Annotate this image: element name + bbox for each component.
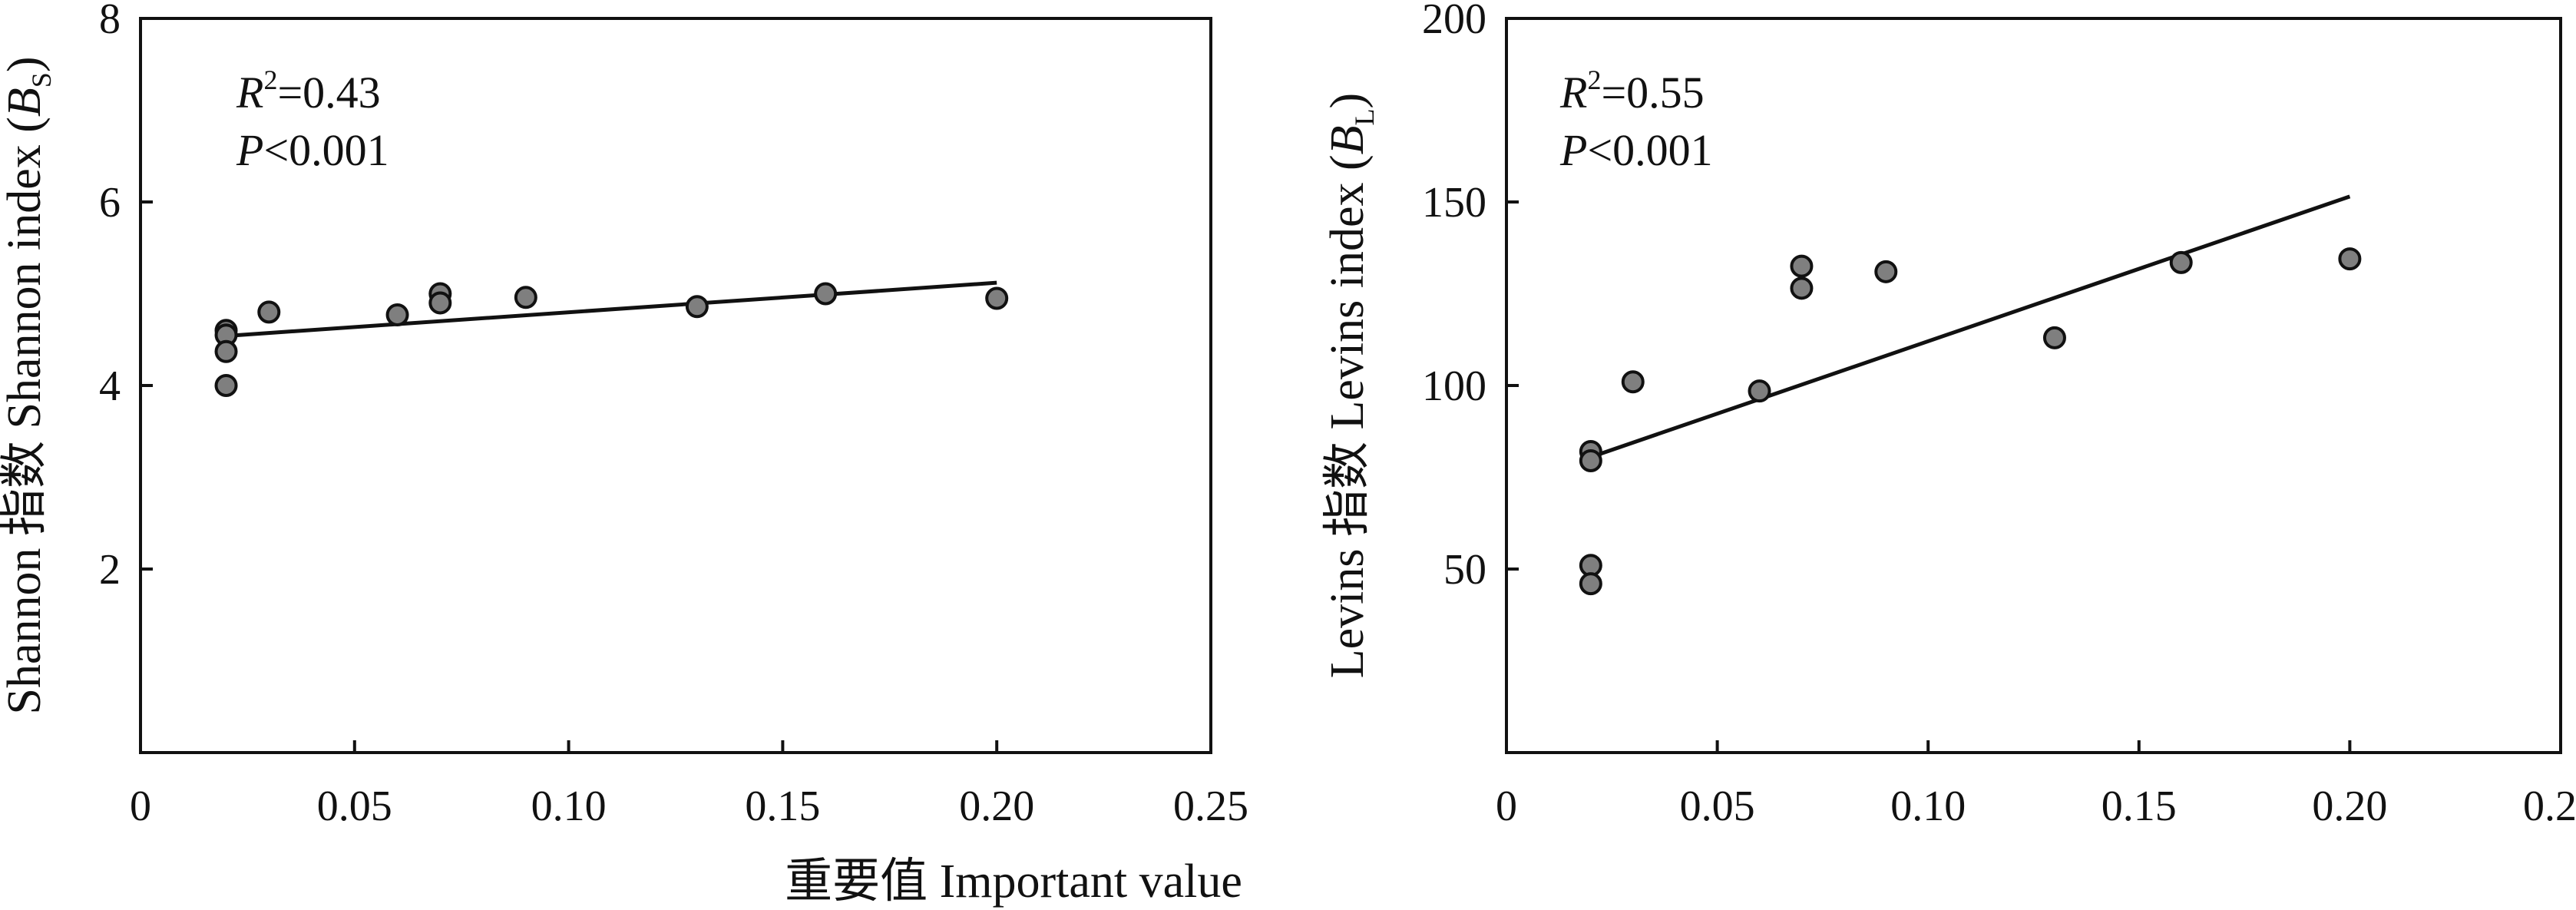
p-value-annotation: P<0.001 <box>1559 125 1713 175</box>
r-squared-symbol: R <box>1559 68 1587 117</box>
y-axis-label: Levins 指数 Levins index (BL) <box>1321 93 1380 678</box>
x-tick-label: 0.05 <box>1680 783 1755 830</box>
p-value-symbol: P <box>236 125 263 175</box>
y-tick-label: 4 <box>99 362 121 410</box>
x-tick-label: 0.10 <box>531 783 607 830</box>
y-tick-label: 100 <box>1422 362 1486 410</box>
data-point <box>814 282 838 306</box>
y-axis-label-subscript: S <box>26 72 57 88</box>
r-squared-superscript: 2 <box>1587 65 1601 95</box>
p-value-symbol: P <box>1559 125 1587 175</box>
x-tick-label: 0.10 <box>1890 783 1966 830</box>
x-tick-label: 0.25 <box>2523 783 2576 830</box>
x-tick-label: 0.15 <box>2101 783 2177 830</box>
y-axis-label-text: Shannon 指数 Shannon index ( <box>0 117 51 714</box>
data-point <box>1579 448 1602 472</box>
data-point <box>2042 326 2066 349</box>
data-point <box>214 339 238 363</box>
right-panel-levins: 0 0.05 0.10 0.15 0.20 0.25 50 100 150 200 Levins 指… <box>1321 0 2576 830</box>
data-point <box>2338 247 2362 271</box>
y-axis-label: Shannon 指数 Shannon index (BS) <box>0 57 57 715</box>
r-squared-annotation: R2=0.55 <box>1559 65 1705 117</box>
left-panel-shannon: 0 0.05 0.10 0.15 0.20 0.25 2 4 6 8 Shannon 指数 Shan… <box>0 0 1248 830</box>
data-point <box>1579 572 1602 596</box>
y-axis-label-symbol: B <box>0 88 51 117</box>
y-tick-label: 200 <box>1422 0 1486 43</box>
shared-x-axis-label: 重要值 Important value <box>785 855 1242 908</box>
r-squared-value: =0.43 <box>277 68 380 117</box>
data-point <box>2169 250 2193 274</box>
data-point <box>385 303 409 326</box>
regression-line <box>226 280 997 338</box>
r-squared-superscript: 2 <box>263 65 277 95</box>
y-tick-label: 150 <box>1422 179 1486 227</box>
x-tick-label: 0.05 <box>317 783 392 830</box>
data-point <box>514 286 537 309</box>
y-axis-label-close: ) <box>0 57 51 73</box>
regression-line <box>1590 194 2351 459</box>
data-point <box>985 286 1009 310</box>
x-tick-label: 0.20 <box>959 783 1034 830</box>
data-point <box>1621 370 1645 394</box>
y-axis-label-symbol: B <box>1321 125 1374 154</box>
data-point <box>1748 379 1771 403</box>
y-tick-label: 6 <box>99 179 121 227</box>
p-value-value: <0.001 <box>263 125 389 175</box>
data-point <box>685 295 709 319</box>
y-axis-label-subscript: L <box>1349 108 1380 125</box>
x-tick-label: 0.20 <box>2312 783 2387 830</box>
x-tick-label: 0 <box>1496 783 1517 830</box>
y-tick-label: 2 <box>99 546 121 594</box>
data-point <box>257 300 281 324</box>
x-tick-label: 0 <box>130 783 151 830</box>
p-value-value: <0.001 <box>1587 125 1712 175</box>
data-point <box>428 291 452 315</box>
y-tick-label: 50 <box>1443 546 1486 594</box>
p-value-annotation: P<0.001 <box>236 125 389 175</box>
data-point <box>1874 260 1898 283</box>
y-axis-label-close: ) <box>1321 93 1374 109</box>
y-tick-label: 8 <box>99 0 121 43</box>
y-axis-label-text: Levins 指数 Levins index ( <box>1321 154 1374 678</box>
r-squared-symbol: R <box>236 68 263 117</box>
data-point <box>214 374 238 397</box>
data-point <box>1790 276 1814 300</box>
data-point <box>1790 254 1814 278</box>
r-squared-annotation: R2=0.43 <box>236 65 381 117</box>
r-squared-value: =0.55 <box>1601 68 1704 117</box>
x-tick-label: 0.15 <box>745 783 820 830</box>
x-tick-label: 0.25 <box>1173 783 1248 830</box>
